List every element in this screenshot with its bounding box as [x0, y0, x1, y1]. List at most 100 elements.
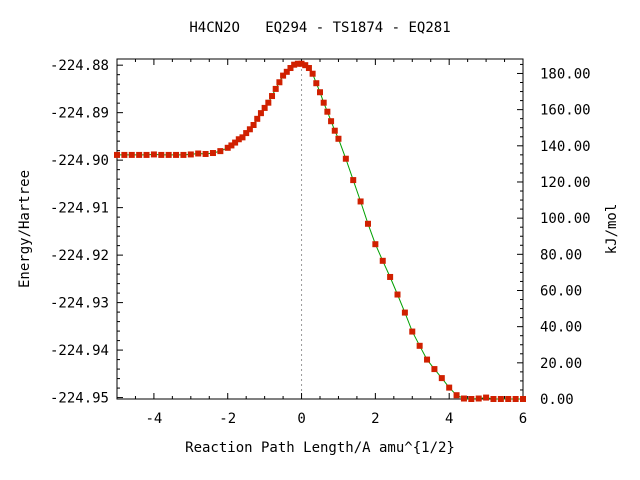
data-point	[505, 396, 512, 402]
y-tick-label: -224.94	[50, 343, 109, 359]
data-point	[313, 80, 320, 87]
data-point	[453, 392, 460, 399]
data-point	[497, 396, 504, 402]
y2-tick-label: 60.00	[540, 283, 582, 299]
data-point	[394, 291, 401, 298]
data-point	[272, 85, 279, 92]
data-point	[246, 126, 253, 133]
data-point	[195, 150, 202, 157]
data-point	[328, 118, 335, 125]
x-axis: -4 -2 0 2 4 6	[116, 59, 527, 427]
y2-tick-label: 100.00	[540, 211, 591, 227]
data-point	[387, 273, 394, 280]
data-point	[232, 139, 239, 146]
x-tick-label: -2	[219, 411, 236, 427]
y2-tick-label: 40.00	[540, 320, 582, 336]
data-point	[294, 60, 301, 67]
y-tick-label: -224.88	[50, 58, 109, 74]
data-point	[257, 110, 264, 117]
data-point	[302, 62, 309, 69]
data-point	[431, 366, 438, 373]
data-point	[239, 134, 246, 141]
data-point	[136, 151, 143, 158]
data-point	[460, 395, 467, 402]
y-tick-label: -224.93	[50, 296, 109, 312]
data-point	[173, 151, 180, 158]
data-point	[305, 65, 312, 72]
y2-tick-label: 140.00	[540, 139, 591, 155]
data-point	[475, 395, 482, 402]
data-point	[324, 108, 331, 115]
y2-axis-label: kJ/mol	[604, 204, 620, 255]
y2-tick-label: 120.00	[540, 175, 591, 191]
y-tick-label: -224.89	[50, 106, 109, 122]
data-point	[409, 328, 416, 335]
x-tick-label: 2	[371, 411, 379, 427]
data-point	[512, 396, 519, 402]
data-point	[209, 150, 216, 157]
data-point	[276, 79, 283, 86]
data-point	[416, 342, 423, 349]
data-point	[228, 142, 235, 149]
data-point	[261, 104, 268, 111]
y-tick-label: -224.91	[50, 201, 109, 217]
data-point	[217, 148, 224, 155]
data-point	[309, 70, 316, 77]
data-point	[357, 198, 364, 205]
data-point	[379, 257, 386, 264]
data-point	[287, 65, 294, 72]
data-point	[342, 155, 349, 162]
data-point	[269, 93, 276, 100]
data-point	[158, 151, 165, 158]
data-point	[283, 68, 290, 75]
data-point	[121, 151, 128, 158]
x-tick-label: -4	[145, 411, 162, 427]
data-point	[291, 61, 298, 68]
data-point	[187, 151, 194, 158]
y2-tick-label: 80.00	[540, 247, 582, 263]
data-point	[235, 136, 242, 143]
energy-curve-line	[117, 63, 523, 400]
y-axis-label: Energy/Hartree	[17, 170, 33, 288]
data-point	[280, 72, 287, 79]
y2-tick-label: 160.00	[540, 103, 591, 119]
data-point	[438, 375, 445, 382]
data-point	[114, 151, 120, 158]
chart-title: H4CN2O EQ294 - TS1874 - EQ281	[189, 20, 450, 36]
data-point	[143, 151, 150, 158]
data-point	[243, 130, 250, 137]
y-tick-label: -224.95	[50, 391, 109, 407]
y2-axis: 0.00 20.00 40.00 60.00 80.00 100.00 120.00 140.…	[517, 63, 591, 408]
data-point	[202, 150, 209, 157]
data-point	[128, 151, 135, 158]
data-point	[150, 151, 157, 158]
x-axis-label: Reaction Path Length/A amu^{1/2}	[185, 440, 455, 456]
y-tick-label: -224.92	[50, 248, 109, 264]
data-point	[165, 151, 172, 158]
data-point	[254, 115, 261, 122]
plot-frame	[116, 58, 524, 400]
y2-tick-label: 0.00	[540, 392, 574, 408]
data-point	[224, 144, 231, 151]
data-point	[520, 396, 526, 402]
data-point	[401, 309, 408, 316]
data-point	[468, 396, 475, 402]
data-point	[372, 241, 379, 248]
data-point	[317, 89, 323, 96]
data-point	[250, 122, 257, 129]
data-point	[298, 60, 305, 67]
data-point	[490, 396, 497, 402]
x-tick-label: 0	[297, 411, 305, 427]
data-points	[114, 60, 526, 402]
data-point	[320, 99, 327, 106]
data-point	[180, 151, 187, 158]
data-point	[364, 220, 371, 227]
y2-tick-label: 180.00	[540, 66, 591, 82]
data-point	[331, 127, 338, 134]
data-point	[335, 135, 342, 142]
data-point	[483, 394, 490, 401]
data-point	[424, 356, 431, 363]
data-point	[350, 177, 357, 184]
x-tick-label: 6	[519, 411, 527, 427]
